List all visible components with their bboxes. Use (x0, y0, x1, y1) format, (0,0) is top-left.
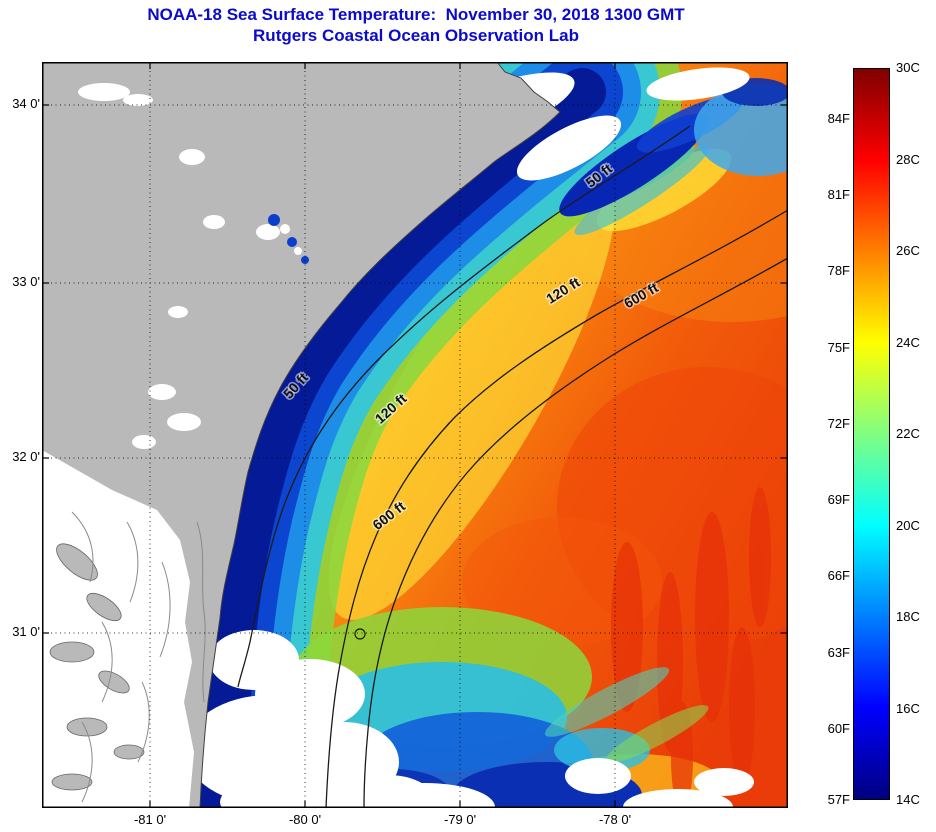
lon-tick-79: -79 0' (443, 812, 477, 827)
cbar-f-72: 72F (827, 416, 850, 431)
cbar-c-18: 18C (896, 609, 920, 624)
cbar-c-20: 20C (896, 518, 920, 533)
cbar-f-63: 63F (827, 645, 850, 660)
marsh-lowlands (42, 450, 206, 808)
lon-tick-78: -78 0' (598, 812, 632, 827)
lon-tick-80: -80 0' (288, 812, 322, 827)
sst-map: 50 ft 50 ft 120 ft 120 ft 600 ft 600 ft (42, 62, 788, 808)
header: NOAA-18 Sea Surface Temperature: Novembe… (0, 4, 832, 46)
tidal-channel-outlines (71, 511, 206, 803)
gulf-stream-red-filaments (611, 487, 771, 808)
lat-tick-32: 32 0' (12, 449, 40, 464)
cbar-f-78: 78F (827, 263, 850, 278)
cbar-f-81: 81F (827, 187, 850, 202)
cbar-c-30: 30C (896, 60, 920, 75)
depth-contour-50ft (237, 125, 691, 688)
cbar-f-75: 75F (827, 340, 850, 355)
station-circle-marker (354, 628, 366, 640)
lat-tick-34: 34 0' (12, 96, 40, 111)
cbar-f-84: 84F (827, 111, 850, 126)
lat-tick-33: 33 0' (12, 274, 40, 289)
graticule-dotted-grid (42, 62, 788, 808)
map-frame: 50 ft 50 ft 120 ft 120 ft 600 ft 600 ft (42, 62, 788, 808)
cbar-f-57: 57F (827, 792, 850, 807)
cbar-c-24: 24C (896, 335, 920, 350)
page-subtitle: Rutgers Coastal Ocean Observation Lab (253, 26, 579, 45)
cbar-c-16: 16C (896, 701, 920, 716)
depth-contour-120ft (325, 209, 788, 808)
cbar-f-60: 60F (827, 721, 850, 736)
temperature-colorbar (853, 68, 890, 800)
estuary-cold-spots (268, 214, 309, 264)
cbar-c-26: 26C (896, 243, 920, 258)
map-border (42, 62, 788, 808)
cbar-c-28: 28C (896, 152, 920, 167)
depth-contour-600ft (363, 257, 788, 808)
cbar-c-14: 14C (896, 792, 920, 807)
cbar-c-22: 22C (896, 426, 920, 441)
lat-tick-31: 31 0' (12, 624, 40, 639)
cbar-f-69: 69F (827, 492, 850, 507)
cbar-f-66: 66F (827, 568, 850, 583)
page-title: NOAA-18 Sea Surface Temperature: Novembe… (147, 5, 685, 24)
lon-tick-81: -81 0' (133, 812, 167, 827)
